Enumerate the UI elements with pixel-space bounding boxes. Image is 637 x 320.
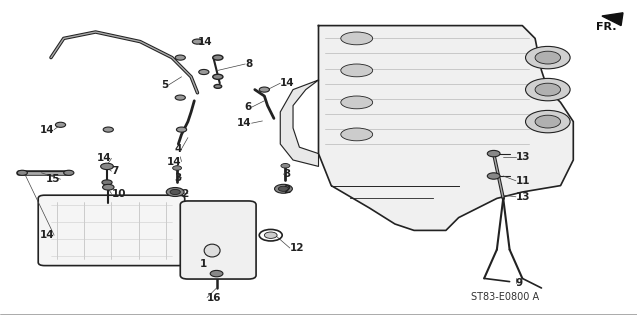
Text: 4: 4 [174, 144, 182, 154]
Circle shape [487, 173, 500, 179]
Text: 2: 2 [283, 185, 290, 196]
Circle shape [278, 186, 289, 191]
Circle shape [173, 166, 182, 170]
Text: 14: 14 [39, 230, 54, 240]
Circle shape [64, 170, 74, 175]
Circle shape [175, 95, 185, 100]
Ellipse shape [204, 244, 220, 257]
Text: 9: 9 [516, 278, 523, 288]
Circle shape [535, 51, 561, 64]
Text: ST83-E0800 A: ST83-E0800 A [471, 292, 540, 302]
Text: FR.: FR. [596, 22, 616, 32]
Circle shape [17, 170, 27, 175]
Text: 7: 7 [111, 166, 119, 176]
Circle shape [259, 87, 269, 92]
Text: 14: 14 [39, 124, 54, 135]
Text: 14: 14 [167, 156, 182, 167]
Polygon shape [280, 80, 318, 166]
Circle shape [275, 184, 292, 193]
Circle shape [214, 84, 222, 88]
FancyBboxPatch shape [180, 201, 256, 279]
Circle shape [103, 127, 113, 132]
Text: 14: 14 [97, 153, 111, 164]
Circle shape [213, 74, 223, 79]
Circle shape [281, 164, 290, 168]
Circle shape [526, 110, 570, 133]
Ellipse shape [341, 32, 373, 45]
FancyBboxPatch shape [38, 195, 185, 266]
Circle shape [102, 180, 112, 185]
Ellipse shape [341, 96, 373, 109]
Text: 1: 1 [200, 259, 207, 269]
Text: 6: 6 [245, 102, 252, 112]
Text: 14: 14 [197, 36, 212, 47]
Circle shape [526, 78, 570, 101]
Circle shape [55, 122, 66, 127]
Circle shape [103, 184, 114, 190]
Text: 13: 13 [516, 192, 531, 202]
Text: 3: 3 [283, 169, 290, 180]
Text: 16: 16 [207, 292, 222, 303]
Text: 12: 12 [290, 243, 304, 253]
Text: 14: 14 [280, 78, 295, 88]
Text: 3: 3 [175, 172, 182, 183]
Text: 14: 14 [237, 118, 252, 128]
Circle shape [526, 46, 570, 69]
Polygon shape [318, 26, 573, 230]
Circle shape [535, 83, 561, 96]
Text: 10: 10 [111, 188, 126, 199]
Circle shape [101, 163, 113, 170]
Text: 8: 8 [245, 59, 252, 69]
Circle shape [192, 39, 203, 44]
Circle shape [199, 69, 209, 75]
Circle shape [175, 55, 185, 60]
Text: 11: 11 [516, 176, 531, 186]
Circle shape [210, 270, 223, 277]
Text: 13: 13 [516, 152, 531, 162]
Ellipse shape [341, 128, 373, 141]
Circle shape [213, 55, 223, 60]
Text: 5: 5 [162, 80, 169, 90]
Circle shape [264, 232, 277, 238]
Circle shape [535, 115, 561, 128]
Circle shape [176, 127, 187, 132]
Ellipse shape [341, 64, 373, 77]
Text: 15: 15 [46, 174, 61, 184]
Circle shape [166, 188, 184, 196]
Text: 2: 2 [181, 188, 188, 199]
Circle shape [170, 189, 180, 195]
Circle shape [487, 150, 500, 157]
Polygon shape [602, 13, 623, 26]
